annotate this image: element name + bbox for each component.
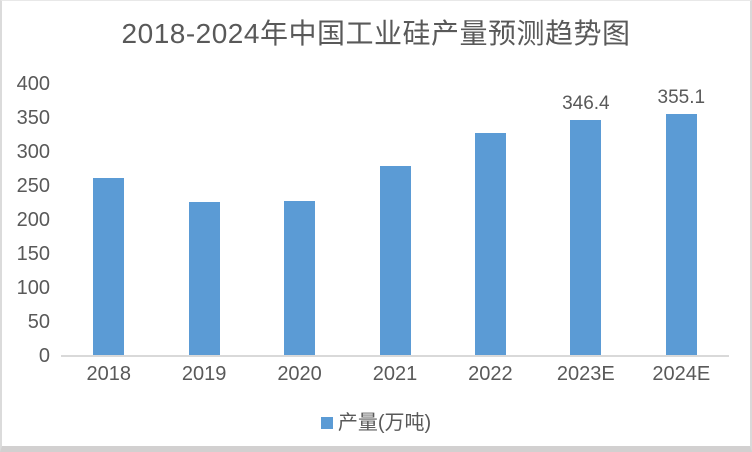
x-axis-label-2024E: 2024E <box>652 363 711 385</box>
bar-2023E <box>570 120 602 356</box>
y-axis-tick-label-150: 150 <box>16 242 50 265</box>
chart-title: 2018-2024年中国工业硅产量预测趋势图 <box>121 18 631 49</box>
data-label-2024E: 355.1 <box>657 87 706 109</box>
y-axis-tick-label-100: 100 <box>16 276 50 299</box>
y-axis-tick-label-50: 50 <box>27 310 50 333</box>
data-label-2023E: 346.4 <box>562 93 610 115</box>
x-axis-line <box>61 354 729 357</box>
x-axis-label-2020: 2020 <box>277 363 322 385</box>
y-axis-tick-label-400: 400 <box>16 73 50 95</box>
bar-2020 <box>284 200 316 356</box>
y-axis-tick-label-0: 0 <box>38 344 50 367</box>
legend: 产量(万吨) <box>2 411 750 435</box>
x-axis-label-2023E: 2023E <box>556 363 615 385</box>
bar-2024E <box>665 114 697 356</box>
legend-swatch <box>320 417 333 429</box>
plot-area: 0 50 100 150 200 250 300 350 400 2018 2019 2020 2021… <box>2 1 750 446</box>
legend-label: 产量(万吨) <box>337 412 432 434</box>
y-axis-tick-label-350: 350 <box>16 106 50 129</box>
y-axis-tick-label-200: 200 <box>16 208 50 231</box>
bar-2018 <box>93 177 125 356</box>
bar-2019 <box>188 202 220 356</box>
x-axis-label-2021: 2021 <box>372 363 418 385</box>
x-axis-label-2019: 2019 <box>181 363 227 385</box>
x-axis-label-2022: 2022 <box>468 363 513 385</box>
y-axis-tick-label-250: 250 <box>16 174 50 197</box>
y-axis-tick-label-300: 300 <box>16 140 50 163</box>
bar-2021 <box>379 166 411 356</box>
x-axis-label-2018: 2018 <box>86 363 131 385</box>
bar-2022 <box>474 132 506 356</box>
